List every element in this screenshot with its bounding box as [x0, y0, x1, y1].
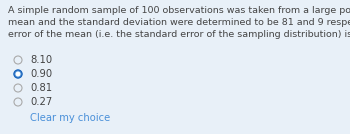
- Circle shape: [14, 84, 22, 92]
- Circle shape: [14, 98, 22, 106]
- Text: A simple random sample of 100 observations was taken from a large population. Th: A simple random sample of 100 observatio…: [8, 6, 350, 39]
- Text: 0.90: 0.90: [30, 69, 52, 79]
- Text: 0.27: 0.27: [30, 97, 52, 107]
- Text: Clear my choice: Clear my choice: [30, 113, 110, 123]
- Circle shape: [14, 56, 22, 64]
- Circle shape: [16, 72, 20, 76]
- Circle shape: [14, 70, 22, 78]
- Text: 0.81: 0.81: [30, 83, 52, 93]
- Text: 8.10: 8.10: [30, 55, 52, 65]
